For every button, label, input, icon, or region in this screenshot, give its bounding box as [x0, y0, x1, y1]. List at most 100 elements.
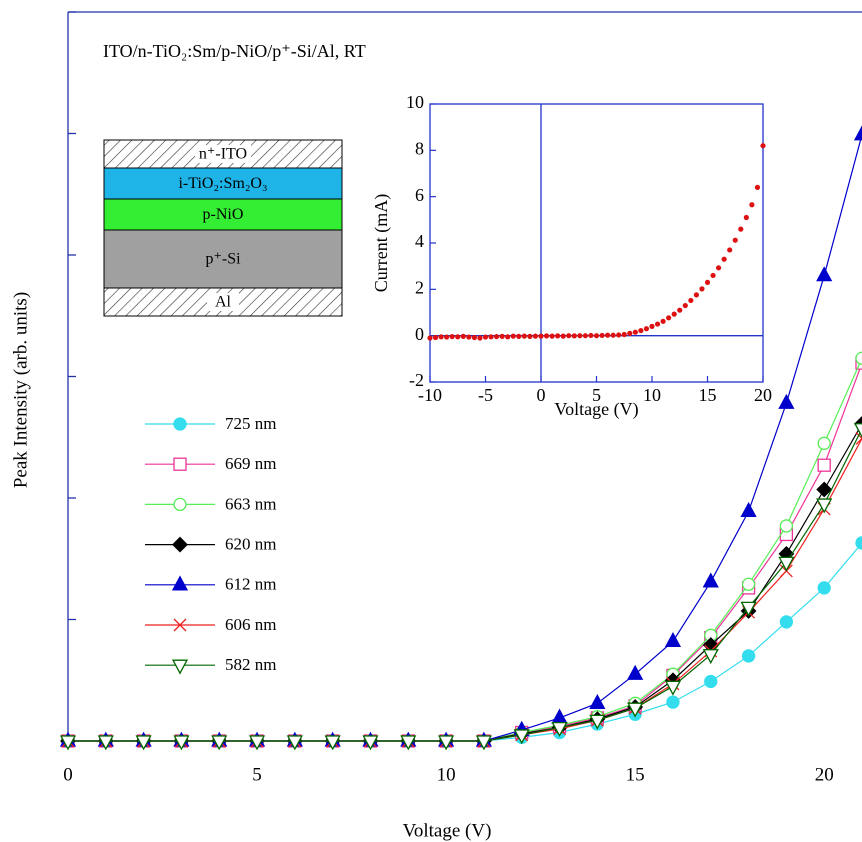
data-point — [732, 237, 738, 243]
marker — [589, 693, 606, 709]
data-point — [666, 315, 672, 321]
marker — [816, 481, 833, 498]
data-point — [710, 272, 716, 279]
legend-label: 620 nm — [225, 535, 276, 554]
data-point — [649, 323, 655, 329]
marker — [362, 735, 379, 751]
y-tick-label: 4 — [415, 231, 424, 251]
legend-marker — [173, 457, 187, 471]
marker — [400, 735, 417, 751]
x-tick-label: 10 — [437, 764, 456, 785]
legend-marker — [173, 618, 187, 632]
data-point — [749, 202, 755, 208]
data-point — [721, 256, 727, 262]
legend-label: 663 nm — [225, 494, 276, 513]
data-point — [477, 335, 483, 341]
marker — [666, 695, 680, 709]
series-line — [68, 542, 862, 742]
marker — [627, 664, 644, 680]
legend-label: 669 nm — [225, 454, 276, 473]
legend-marker — [172, 536, 188, 553]
data-point — [571, 333, 577, 339]
marker — [551, 721, 568, 738]
marker — [741, 649, 756, 663]
marker — [702, 572, 719, 588]
marker — [664, 631, 682, 648]
marker — [853, 423, 862, 439]
data-point — [588, 332, 594, 339]
data-point — [566, 333, 572, 339]
legend-label: 612 nm — [225, 575, 276, 594]
layer-label-bg — [195, 145, 251, 163]
data-point — [444, 334, 450, 340]
data-point — [543, 333, 550, 339]
legend-label: 725 nm — [225, 414, 276, 433]
data-point — [432, 334, 439, 341]
data-point — [505, 334, 511, 340]
x-tick-label: -5 — [478, 385, 493, 405]
legend-marker — [171, 659, 189, 675]
y-tick-label: -2 — [409, 370, 424, 390]
data-point — [532, 333, 539, 339]
x-tick-label: 5 — [592, 385, 601, 405]
marker — [173, 735, 190, 751]
data-point — [677, 307, 683, 313]
marker — [135, 735, 152, 751]
series-line — [68, 428, 862, 742]
x-tick-label: 0 — [537, 385, 546, 405]
data-point — [466, 334, 472, 340]
data-point — [616, 332, 622, 338]
marker — [816, 498, 833, 514]
marker — [97, 735, 114, 751]
marker — [816, 266, 833, 282]
marker — [664, 680, 682, 696]
x-tick-label: 15 — [699, 385, 717, 405]
layer-label-bg — [207, 293, 239, 311]
data-point — [610, 332, 616, 338]
marker — [817, 581, 831, 595]
data-point — [693, 292, 700, 298]
series-line — [68, 358, 862, 742]
data-point — [632, 329, 638, 335]
data-point — [499, 333, 505, 339]
layer — [103, 198, 343, 231]
marker — [778, 556, 795, 572]
marker — [817, 436, 831, 450]
x-tick-label: 15 — [626, 764, 645, 785]
x-tick-label: -10 — [418, 385, 442, 405]
marker — [778, 393, 795, 409]
data-point — [599, 332, 605, 339]
legend-label: 606 nm — [225, 615, 276, 634]
data-point — [527, 333, 533, 339]
marker — [438, 735, 455, 751]
legend-marker — [171, 575, 189, 591]
layer-label: i-TiO₂:Sm₂O₃ — [178, 175, 267, 192]
marker — [248, 735, 266, 751]
data-point — [516, 333, 522, 339]
data-point — [654, 321, 661, 327]
data-point — [555, 333, 561, 339]
x-tick-label: 5 — [252, 764, 262, 785]
marker — [741, 577, 756, 591]
marker — [853, 125, 862, 141]
legend-label: 582 nm — [225, 655, 276, 674]
data-point — [494, 333, 500, 340]
marker — [817, 458, 831, 472]
marker — [286, 735, 303, 751]
data-point — [482, 334, 489, 340]
x-tick-label: 20 — [815, 764, 834, 785]
data-point — [704, 279, 711, 285]
data-point — [455, 334, 461, 340]
x-tick-label: 20 — [754, 385, 772, 405]
data-point — [521, 333, 527, 339]
data-point — [560, 333, 566, 339]
data-point — [638, 327, 644, 334]
data-point — [688, 297, 694, 304]
legend-marker — [173, 417, 187, 431]
marker — [702, 649, 719, 665]
data-point — [605, 332, 611, 338]
x-axis-label: Voltage (V) — [403, 820, 492, 841]
data-point — [427, 335, 433, 341]
marker — [704, 674, 718, 689]
data-point — [743, 214, 749, 221]
